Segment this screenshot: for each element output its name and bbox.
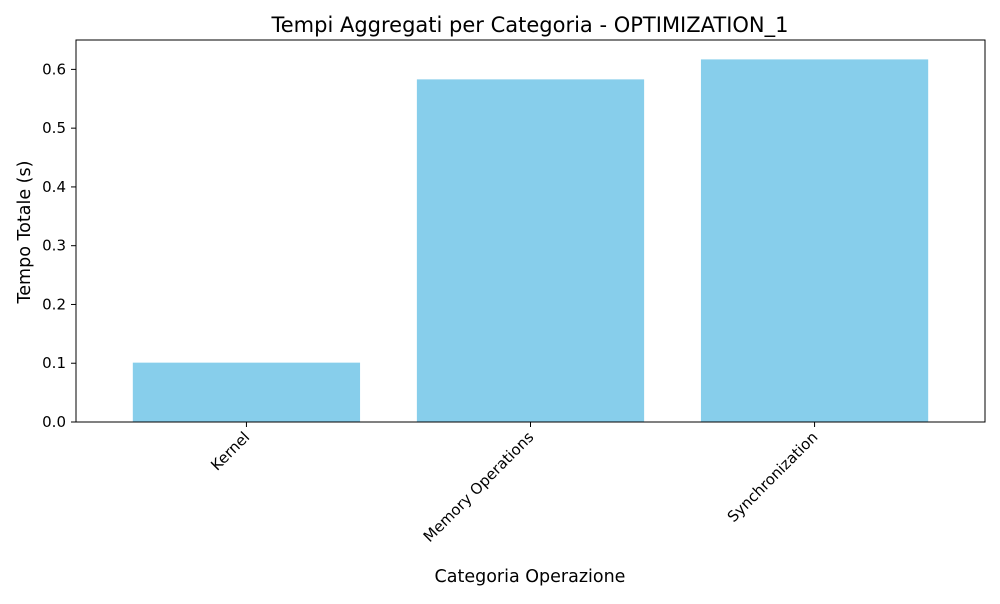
- y-axis-label: Tempo Totale (s): [15, 161, 35, 305]
- x-axis-ticks: Kernel Memory Operations Synchronization: [207, 422, 821, 546]
- y-tick-label: 0.3: [42, 237, 66, 255]
- x-tick-label: Memory Operations: [420, 428, 538, 546]
- y-tick-label: 0.4: [42, 178, 66, 196]
- bar-kernel: [132, 362, 361, 422]
- y-axis-ticks: 0.0 0.1 0.2 0.3 0.4 0.5 0.6: [42, 60, 76, 431]
- x-axis-label: Categoria Operazione: [435, 567, 626, 587]
- y-tick-label: 0.2: [42, 295, 66, 313]
- y-tick-label: 0.6: [42, 60, 66, 78]
- chart-title: Tempi Aggregati per Categoria - OPTIMIZA…: [271, 13, 789, 38]
- bar-synchronization: [700, 59, 929, 422]
- bar-memory-operations: [416, 79, 645, 423]
- x-tick-label: Synchronization: [724, 428, 822, 526]
- y-tick-label: 0.0: [42, 413, 66, 431]
- y-tick-label: 0.5: [42, 119, 66, 137]
- bars-layer: [132, 59, 929, 423]
- x-tick-label: Kernel: [207, 428, 253, 474]
- y-tick-label: 0.1: [42, 354, 66, 372]
